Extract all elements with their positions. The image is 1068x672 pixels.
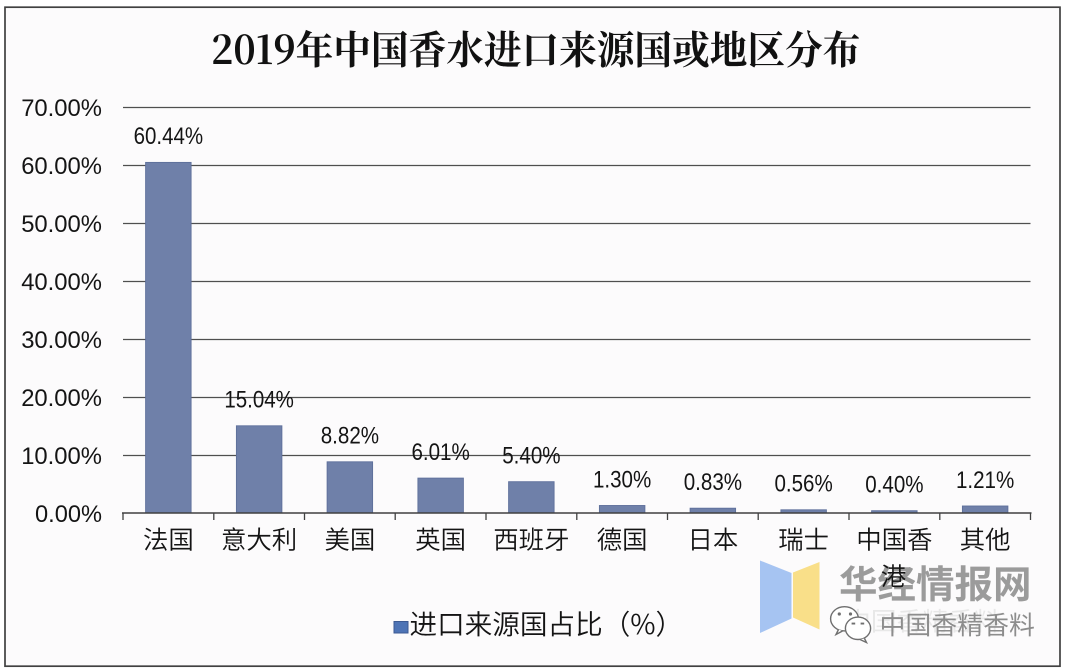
svg-text:60.00%: 60.00%	[21, 153, 102, 180]
svg-text:60.44%: 60.44%	[134, 124, 204, 150]
svg-text:40.00%: 40.00%	[21, 269, 102, 296]
svg-text:15.04%: 15.04%	[224, 388, 294, 414]
svg-text:5.40%: 5.40%	[502, 444, 560, 470]
svg-text:0.40%: 0.40%	[865, 473, 923, 499]
svg-text:6.01%: 6.01%	[411, 440, 469, 466]
svg-text:0.00%: 0.00%	[35, 501, 102, 528]
svg-text:8.82%: 8.82%	[321, 424, 379, 450]
svg-text:1.21%: 1.21%	[956, 468, 1014, 494]
svg-text:1.30%: 1.30%	[593, 467, 651, 493]
svg-text:0.83%: 0.83%	[684, 470, 742, 496]
svg-text:70.00%: 70.00%	[21, 95, 102, 122]
svg-text:30.00%: 30.00%	[21, 327, 102, 354]
svg-text:20.00%: 20.00%	[21, 385, 102, 412]
svg-text:10.00%: 10.00%	[21, 443, 102, 470]
svg-text:50.00%: 50.00%	[21, 211, 102, 238]
svg-text:0.56%: 0.56%	[774, 472, 832, 498]
